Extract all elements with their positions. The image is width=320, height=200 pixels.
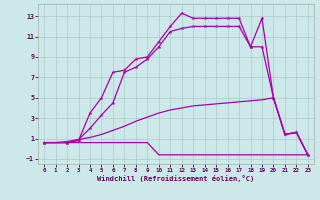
X-axis label: Windchill (Refroidissement éolien,°C): Windchill (Refroidissement éolien,°C)	[97, 175, 255, 182]
